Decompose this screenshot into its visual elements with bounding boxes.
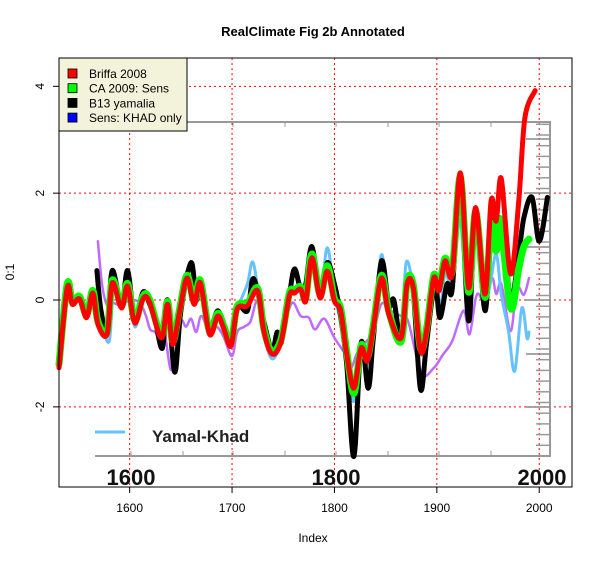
y-tick-label: 0 [33,296,47,303]
annotation-inset-frame [95,121,551,457]
legend-label: B13 yamalia [89,96,155,110]
chart-title: RealClimate Fig 2b Annotated [221,24,405,39]
y-axis: -2 0 2 4 [33,83,59,412]
y-tick-label: 2 [33,190,47,197]
y-axis-label: 0:1 [3,263,17,280]
legend-label: Briffa 2008 [89,67,147,81]
x-tick-label: 1900 [423,501,450,515]
legend-label: Sens: KHAD only [89,111,182,125]
series-line-briffa-2008 [56,88,538,391]
yamal-khad-annotation: Yamal-Khad 1600 1800 2000 [95,427,566,490]
series-group [55,88,550,460]
legend-box [58,57,188,132]
x-axis-label: Index [298,531,327,545]
y-tick-label: -2 [33,401,47,412]
legend-swatch [67,68,78,79]
plot-frame [58,57,573,488]
inset-frame [95,121,551,457]
legend-swatch [67,83,78,94]
legend-swatch [67,112,78,123]
inset-year-label: 2000 [518,465,567,490]
inset-year-label: 1600 [107,465,156,490]
x-tick-label: 1800 [321,501,348,515]
x-tick-label: 2000 [526,501,553,515]
legend-swatch [67,98,78,108]
x-axis: 1600 1700 1800 1900 2000 [116,487,553,515]
y-tick-label: 4 [33,83,47,90]
x-tick-label: 1600 [116,501,143,515]
legend-label: CA 2009: Sens [89,82,169,96]
inset-year-label: 1800 [312,465,361,490]
yamal-khad-label: Yamal-Khad [152,427,249,446]
x-tick-label: 1700 [219,501,246,515]
